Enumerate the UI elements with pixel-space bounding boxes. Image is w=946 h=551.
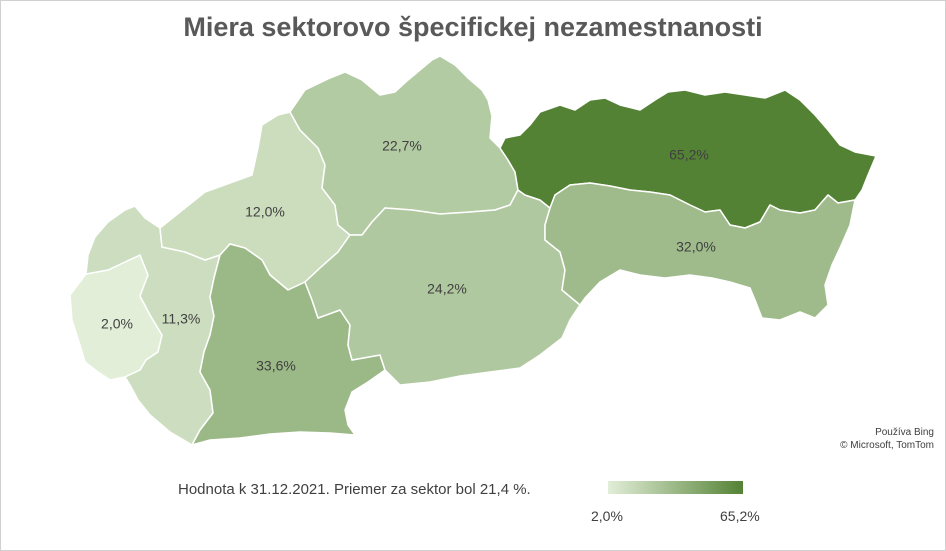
region-labels: 2,0% 11,3% 12,0% 33,6% 22,7% 24,2% 65,2%… (101, 138, 716, 374)
label-banska-bystrica: 24,2% (427, 281, 467, 297)
map-attribution: Používa Bing © Microsoft, TomTom (840, 426, 934, 452)
region-kosice[interactable] (544, 182, 856, 321)
legend-max-label: 65,2% (720, 508, 760, 524)
map-title: Miera sektorovo špecifickej nezamestnano… (183, 12, 763, 42)
legend-gradient-bar (608, 481, 743, 494)
label-bratislava: 2,0% (101, 316, 133, 332)
label-zilina: 22,7% (382, 138, 422, 154)
label-trnava: 11,3% (162, 311, 201, 327)
label-kosice: 32,0% (676, 239, 716, 255)
label-trencin: 12,0% (245, 204, 285, 220)
label-nitra: 33,6% (256, 358, 296, 374)
legend-min-label: 2,0% (591, 508, 623, 524)
attribution-line-1: Používa Bing (875, 427, 934, 438)
region-nitra[interactable] (191, 243, 386, 446)
label-presov: 65,2% (669, 147, 709, 163)
footnote: Hodnota k 31.12.2021. Priemer za sektor … (178, 481, 531, 498)
attribution-line-2: © Microsoft, TomTom (840, 440, 934, 451)
region-banska-bystrica[interactable] (304, 189, 581, 386)
